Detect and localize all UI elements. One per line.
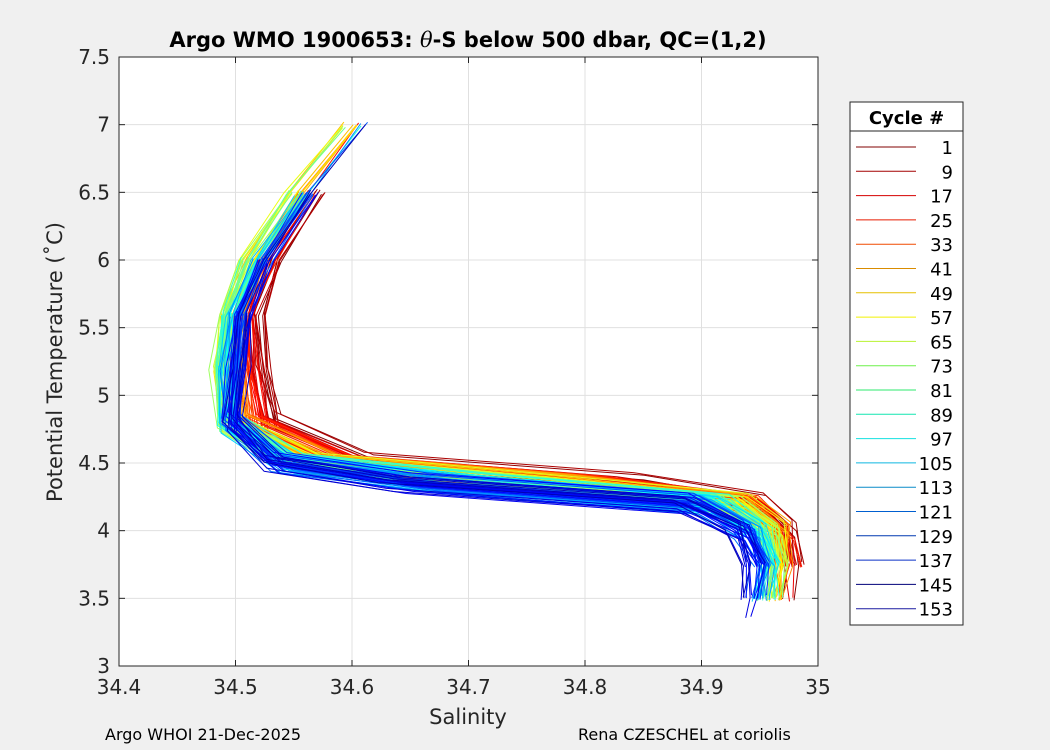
chart-title: Argo WMO 1900653: θ-S below 500 dbar, QC… [169, 28, 766, 52]
profile-line [226, 194, 746, 568]
x-axis-label: Salinity [429, 705, 507, 729]
legend-entry-label: 129 [919, 527, 953, 548]
profile-line [230, 315, 744, 600]
legend-entry-label: 137 [919, 551, 953, 572]
profile-line [220, 121, 770, 596]
legend-entry-label: 97 [930, 430, 953, 451]
y-tick-label: 5.5 [78, 316, 110, 340]
legend-entry-label: 89 [930, 405, 953, 426]
x-tick-label: 34.5 [213, 675, 258, 699]
footer-right: Rena CZESCHEL at coriolis [578, 725, 791, 744]
title-prefix: Argo WMO 1900653: [169, 28, 420, 52]
y-tick-label: 3.5 [78, 586, 110, 610]
x-tick-label: 34.4 [97, 675, 142, 699]
x-tick-label: 34.8 [563, 675, 608, 699]
footer-left: Argo WHOI 21-Dec-2025 [105, 725, 302, 744]
legend-entry-label: 33 [930, 235, 953, 256]
y-tick-label: 7.5 [78, 45, 110, 69]
x-tick-label: 34.7 [446, 675, 491, 699]
profile-line [222, 124, 745, 599]
profile-line [237, 256, 770, 596]
profile-line [235, 192, 763, 565]
profile-line [236, 312, 766, 564]
legend-entry-label: 65 [930, 332, 953, 353]
legend-entry-label: 57 [930, 308, 953, 329]
legend-entry-label: 25 [930, 211, 953, 232]
y-tick-label: 4 [97, 519, 110, 543]
legend-entry-label: 17 [930, 187, 953, 208]
x-tick-label: 35 [805, 675, 830, 699]
legend-entry-label: 121 [919, 503, 953, 524]
x-tick-label: 34.6 [330, 675, 375, 699]
profile-line [252, 188, 794, 562]
profile-lines [208, 121, 805, 619]
legend-entry-label: 73 [930, 357, 953, 378]
y-tick-label: 6 [97, 248, 110, 272]
legend-entry-label: 41 [930, 260, 953, 281]
y-axis-label: Potential Temperature (˚C) [43, 222, 67, 502]
legend: Cycle # 1 9 17 25 33 41 49 57 65 73 81 89 97 105 113 121… [849, 101, 964, 626]
legend-entry-label: 9 [942, 162, 953, 183]
profile-line [228, 259, 751, 619]
legend-entry-label: 1 [942, 138, 953, 159]
title-suffix: -S below 500 dbar, QC=(1,2) [433, 28, 767, 52]
x-axis-ticks: 34.4 34.5 34.6 34.7 34.8 34.9 35 [97, 57, 831, 699]
legend-entry-label: 81 [930, 381, 953, 402]
x-tick-label: 34.9 [679, 675, 724, 699]
profile-line [236, 189, 747, 563]
legend-title: Cycle # [869, 108, 944, 129]
y-axis-ticks: 3 3.5 4 4.5 5 5.5 6 6.5 7 7.5 [78, 45, 818, 678]
legend-entry-label: 49 [930, 284, 953, 305]
y-tick-label: 3 [97, 654, 110, 678]
y-tick-label: 5 [97, 383, 110, 407]
y-tick-label: 7 [97, 113, 110, 137]
legend-entry-label: 105 [919, 454, 953, 475]
theta-symbol: θ [420, 28, 433, 52]
legend-entry-label: 153 [919, 600, 953, 621]
legend-entry-label: 113 [919, 478, 953, 499]
y-tick-label: 6.5 [78, 180, 110, 204]
y-tick-label: 4.5 [78, 451, 110, 475]
profile-line [232, 313, 752, 598]
legend-entry-label: 145 [919, 575, 953, 596]
legend-box [849, 101, 964, 626]
